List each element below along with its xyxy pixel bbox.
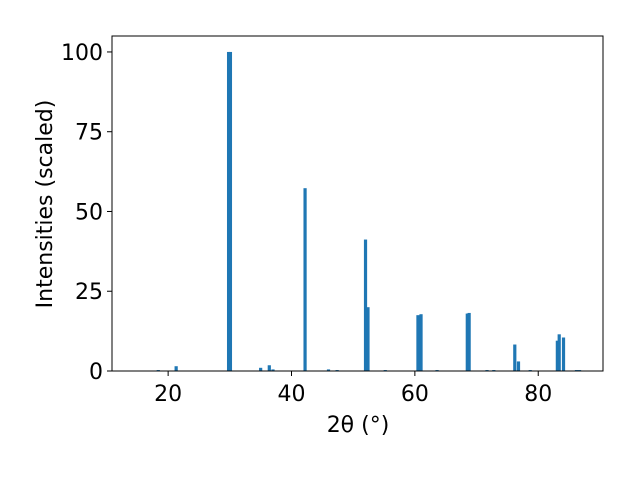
y-tick-label: 100 [61, 41, 103, 66]
x-tick-label: 80 [524, 382, 552, 407]
bar [555, 340, 559, 371]
bar [557, 334, 561, 371]
bar [513, 344, 517, 371]
x-axis-label: 2θ (°) [327, 413, 390, 438]
bar [267, 365, 271, 371]
bar [228, 51, 233, 371]
y-axis-label: Intensities (scaled) [33, 100, 58, 309]
bar [419, 314, 423, 371]
x-tick-label: 60 [401, 382, 429, 407]
y-tick-label: 75 [75, 121, 103, 146]
x-tick-label: 20 [154, 382, 182, 407]
bar [271, 369, 275, 371]
y-tick-label: 25 [75, 280, 103, 305]
bar [561, 337, 566, 371]
x-tick-label: 40 [277, 382, 305, 407]
bar [416, 315, 420, 371]
bar [259, 367, 263, 371]
bar [226, 51, 231, 371]
plot-frame [111, 35, 604, 372]
bar [467, 312, 471, 371]
y-tick-label: 0 [89, 360, 103, 385]
y-tick-label: 50 [75, 200, 103, 225]
bar [174, 366, 178, 371]
bar [303, 188, 307, 371]
bar [516, 361, 521, 371]
bar [326, 369, 331, 371]
bar [465, 313, 469, 371]
bar [363, 239, 368, 371]
bar [366, 307, 370, 371]
